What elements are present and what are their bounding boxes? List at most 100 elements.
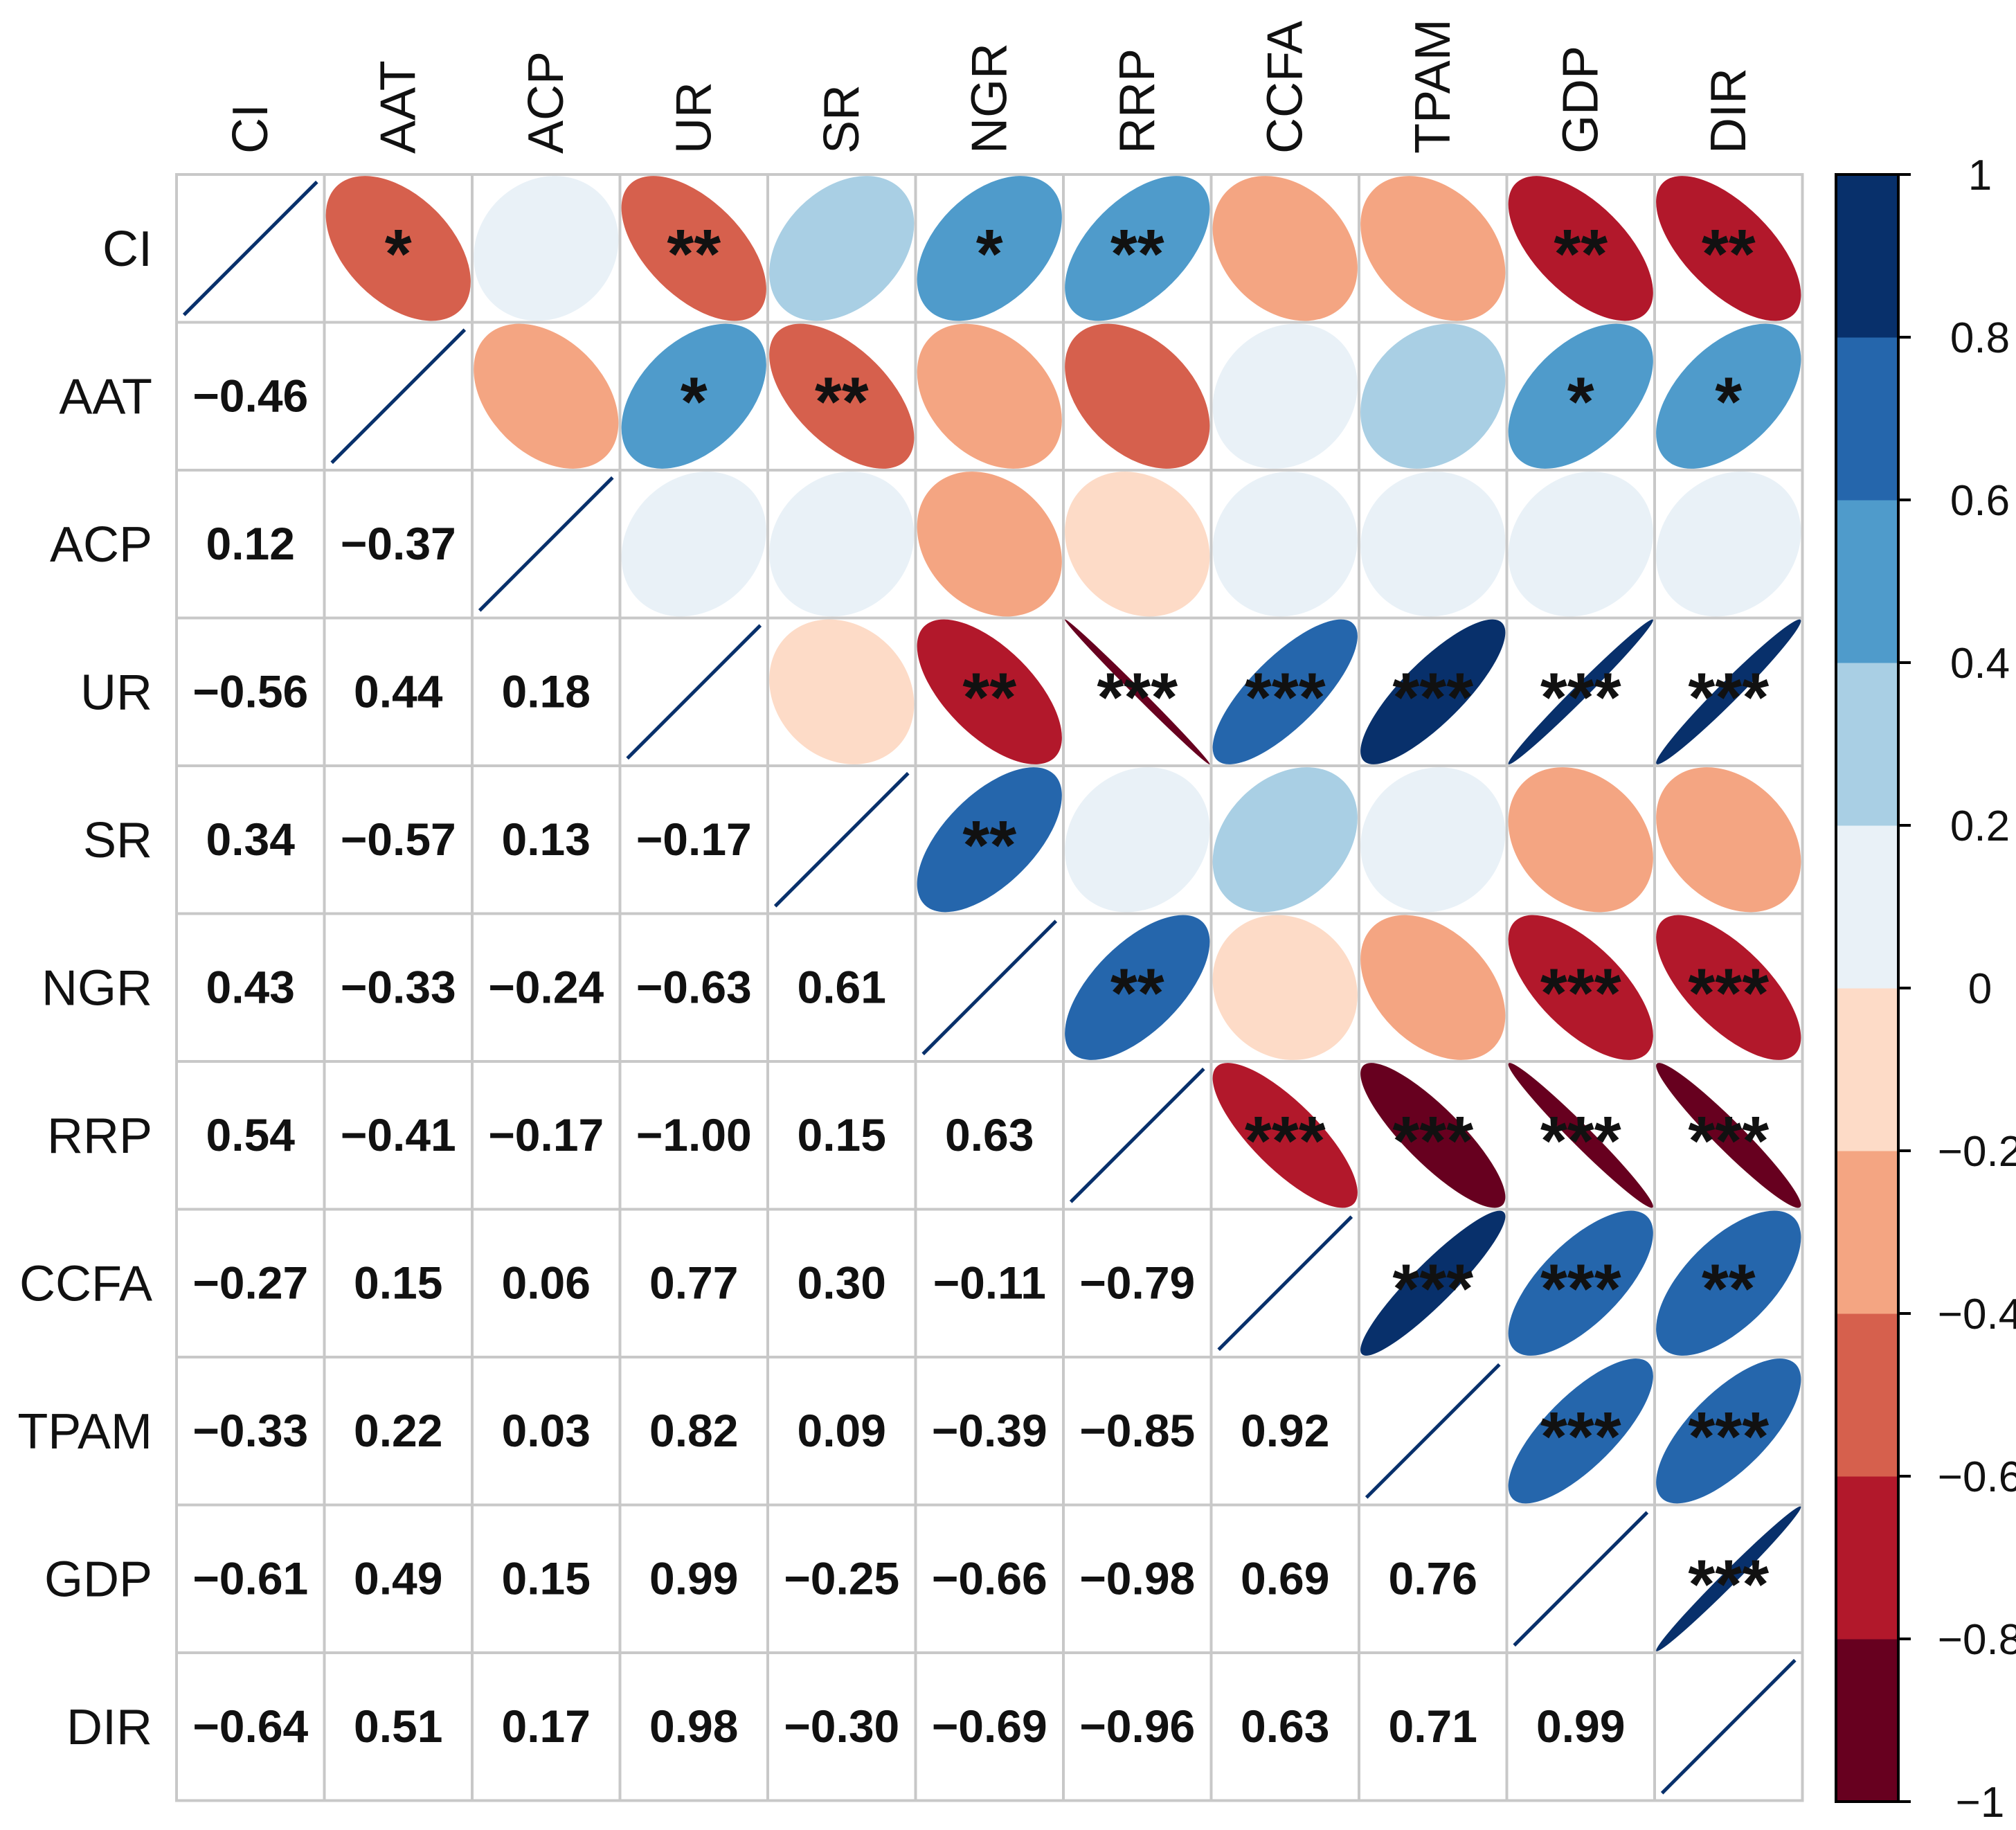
corr-value-GDP-ACP: 0.15 <box>502 1552 591 1604</box>
matrix-cell-RRP-UR <box>618 1060 769 1211</box>
ellipse-ACP-UR <box>621 472 766 617</box>
corr-value-GDP-CCFA: 0.69 <box>1241 1552 1329 1604</box>
matrix-cell-CCFA-AAT <box>323 1208 474 1358</box>
significance-CI-UR: ** <box>667 215 721 293</box>
corr-value-RRP-ACP: −0.17 <box>488 1109 604 1160</box>
ellipse-CI-AAT <box>325 176 471 321</box>
colorbar-segment-6 <box>1836 663 1898 826</box>
corr-value-UR-CI: −0.56 <box>192 665 308 717</box>
diagonal-line-CCFA <box>1217 1215 1353 1352</box>
ellipse-AAT-NGR <box>917 323 1062 469</box>
matrix-cell-DIR-ACP <box>471 1651 622 1802</box>
corr-value-CCFA-UR: 0.77 <box>649 1257 738 1308</box>
matrix-cell-GDP-CI <box>175 1503 326 1654</box>
colorbar-tick-label-1: 0.8 <box>1950 314 2010 362</box>
corr-value-NGR-AAT: −0.33 <box>341 961 456 1012</box>
significance-RRP-DIR: *** <box>1688 1102 1769 1180</box>
colorbar-segment-1 <box>1836 1476 1898 1640</box>
matrix-cell-UR-ACP <box>471 616 622 767</box>
ellipse-RRP-GDP <box>1508 1063 1653 1208</box>
colorbar-segment-3 <box>1836 1151 1898 1314</box>
significance-AAT-UR: * <box>681 363 708 440</box>
colorbar-tick-label-4: 0.2 <box>1950 802 2010 850</box>
diagonal-line-NGR <box>921 920 1058 1056</box>
matrix-cell-SR-ACP <box>471 764 622 915</box>
matrix-cell-NGR-CI <box>175 912 326 1063</box>
colorbar-tick-label-3: 0.4 <box>1950 640 2010 688</box>
ellipse-UR-NGR <box>917 619 1062 764</box>
ellipse-AAT-RRP <box>1065 323 1210 469</box>
ellipse-SR-NGR <box>917 767 1062 913</box>
matrix-cell-DIR-GDP <box>1505 1651 1656 1802</box>
corr-value-GDP-SR: −0.25 <box>784 1552 899 1604</box>
ellipse-CI-SR <box>769 176 915 321</box>
matrix-cell-CCFA-SR <box>766 1208 917 1358</box>
row-label-SR: SR <box>83 813 152 868</box>
corr-value-SR-CI: 0.34 <box>206 814 296 865</box>
significance-CI-NGR: * <box>976 215 1003 293</box>
matrix-cell-CCFA-UR <box>618 1208 769 1358</box>
matrix-cell-RRP-NGR <box>914 1060 1065 1211</box>
matrix-marks: * ** * ** ** **−0.46 * ** * *0.12 −0.37−0.56 0.44 0.… <box>182 176 1801 1795</box>
row-label-NGR: NGR <box>42 960 152 1016</box>
colorbar-segment-0 <box>1836 1639 1898 1802</box>
ellipse-AAT-GDP <box>1508 323 1653 469</box>
ellipse-SR-GDP <box>1508 767 1653 913</box>
corr-value-DIR-CCFA: 0.63 <box>1241 1701 1329 1752</box>
corr-value-GDP-TPAM: 0.76 <box>1389 1552 1477 1604</box>
corr-value-CCFA-RRP: −0.79 <box>1079 1257 1195 1308</box>
row-label-CCFA: CCFA <box>19 1256 152 1311</box>
ellipse-NGR-GDP <box>1508 915 1653 1060</box>
matrix-cell-GDP-ACP <box>471 1503 622 1654</box>
corr-value-GDP-CI: −0.61 <box>192 1552 308 1604</box>
colorbar-tick-label-0: 1 <box>1968 152 1992 199</box>
colorbar-segment-9 <box>1836 174 1898 338</box>
corr-value-RRP-SR: 0.15 <box>798 1109 886 1160</box>
significance-UR-CCFA: *** <box>1245 658 1326 736</box>
corr-value-SR-AAT: −0.57 <box>341 814 456 865</box>
ellipse-UR-SR <box>769 619 915 764</box>
ellipse-UR-DIR <box>1656 619 1801 764</box>
ellipse-CI-CCFA <box>1212 176 1358 321</box>
column-label-ACP: ACP <box>519 51 574 154</box>
matrix-cell-DIR-AAT <box>323 1651 474 1802</box>
ellipse-CI-TPAM <box>1360 176 1506 321</box>
corr-value-TPAM-SR: 0.09 <box>798 1405 886 1456</box>
significance-UR-GDP: *** <box>1540 658 1621 736</box>
ellipse-NGR-RRP <box>1065 915 1210 1060</box>
diagonal-line-ACP <box>478 476 614 612</box>
corr-value-RRP-UR: −1.00 <box>636 1109 752 1160</box>
matrix-cell-GDP-TPAM <box>1358 1503 1509 1654</box>
matrix-cell-RRP-CI <box>175 1060 326 1211</box>
significance-CI-GDP: ** <box>1554 215 1608 293</box>
diagonal-line-SR <box>773 771 910 908</box>
colorbar-segment-7 <box>1836 500 1898 663</box>
row-label-RRP: RRP <box>47 1109 152 1164</box>
corr-value-SR-ACP: 0.13 <box>502 814 591 865</box>
matrix-cell-DIR-CI <box>175 1651 326 1802</box>
significance-CCFA-GDP: *** <box>1540 1250 1621 1327</box>
corr-value-NGR-ACP: −0.24 <box>488 961 604 1012</box>
column-label-RRP: RRP <box>1110 48 1165 154</box>
significance-TPAM-DIR: *** <box>1688 1398 1769 1475</box>
ellipse-CI-GDP <box>1508 176 1653 321</box>
row-label-ACP: ACP <box>50 517 152 573</box>
row-labels: CI AAT ACP UR SR NGR RRP CCFA TPAM GDP DIR <box>17 222 152 1755</box>
corr-value-RRP-CI: 0.54 <box>206 1109 296 1160</box>
matrix-cell-TPAM-ACP <box>471 1356 622 1507</box>
column-label-GDP: GDP <box>1553 46 1608 154</box>
corr-value-AAT-CI: −0.46 <box>192 370 308 421</box>
corr-value-DIR-TPAM: 0.71 <box>1389 1701 1477 1752</box>
corr-value-TPAM-AAT: 0.22 <box>354 1405 442 1456</box>
corr-value-DIR-NGR: −0.69 <box>932 1701 1047 1752</box>
significance-UR-DIR: *** <box>1688 658 1769 736</box>
matrix-cell-ACP-CI <box>175 469 326 620</box>
row-label-CI: CI <box>102 222 152 277</box>
column-label-SR: SR <box>814 84 870 154</box>
column-label-AAT: AAT <box>370 60 426 154</box>
corr-value-GDP-AAT: 0.49 <box>354 1552 442 1604</box>
significance-RRP-CCFA: *** <box>1245 1102 1326 1180</box>
column-label-TPAM: TPAM <box>1405 19 1461 154</box>
ellipse-NGR-CCFA <box>1212 915 1358 1060</box>
matrix-cell-RRP-ACP <box>471 1060 622 1211</box>
